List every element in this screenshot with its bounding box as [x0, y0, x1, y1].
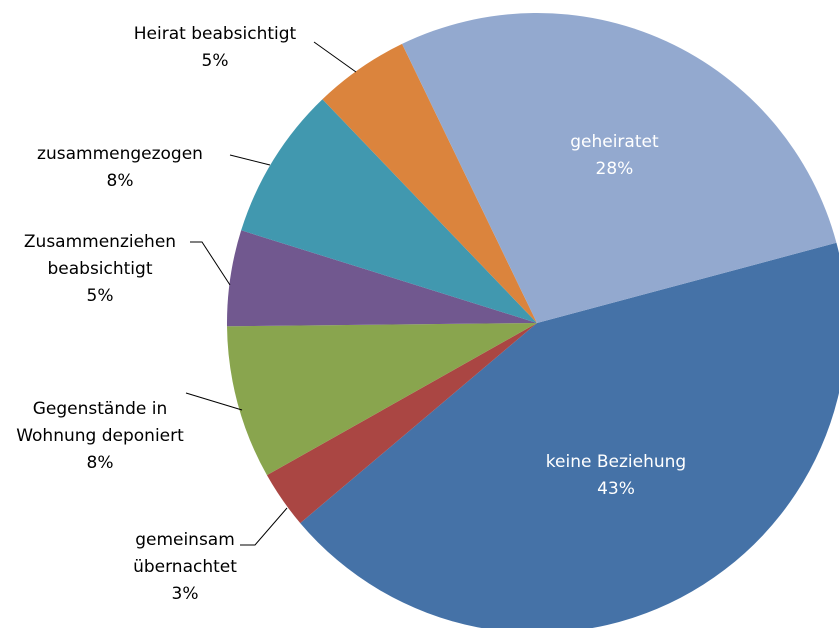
slice-label: geheiratet [570, 132, 659, 152]
pie-slice [266, 323, 537, 524]
pie-slice [227, 323, 537, 476]
leader-line [229, 154, 271, 166]
slice-label: Gegenstände in Wohnung deponiert [16, 399, 184, 446]
slice-value-label: 28% [596, 159, 634, 179]
slice-value-label: 43% [597, 479, 635, 499]
pie-slice [227, 230, 538, 327]
slice-value-label: 8% [106, 171, 134, 191]
slice-label-box: Gegenstände in Wohnung deponiert 8% [0, 396, 200, 477]
slice-value-label: 5% [201, 51, 229, 71]
leader-line [190, 241, 231, 286]
slice-label-box: Zusammenziehen beabsichtigt 5% [10, 229, 190, 310]
pie-slice [322, 43, 537, 323]
slice-label-box: zusammengezogen 8% [20, 141, 220, 195]
slice-label-box: Heirat beabsichtigt 5% [110, 21, 320, 75]
slice-value-label: 3% [171, 584, 199, 604]
pie-slice [241, 99, 538, 323]
pie-slice [300, 242, 839, 628]
pie-slice [402, 13, 837, 323]
slice-value-label: 5% [86, 286, 114, 306]
slice-label: keine Beziehung [546, 452, 686, 472]
slice-label: zusammengezogen [37, 144, 203, 164]
slice-label: gemeinsam übernachtet [133, 530, 237, 577]
slice-label: Heirat beabsichtigt [133, 24, 297, 44]
leader-line [185, 392, 243, 411]
leader-line [240, 507, 288, 546]
leader-line [313, 41, 357, 73]
slice-value-label: 8% [86, 453, 114, 473]
slice-label: Zusammenziehen beabsichtigt [23, 232, 177, 279]
slice-label-box: gemeinsam übernachtet 3% [120, 527, 250, 608]
